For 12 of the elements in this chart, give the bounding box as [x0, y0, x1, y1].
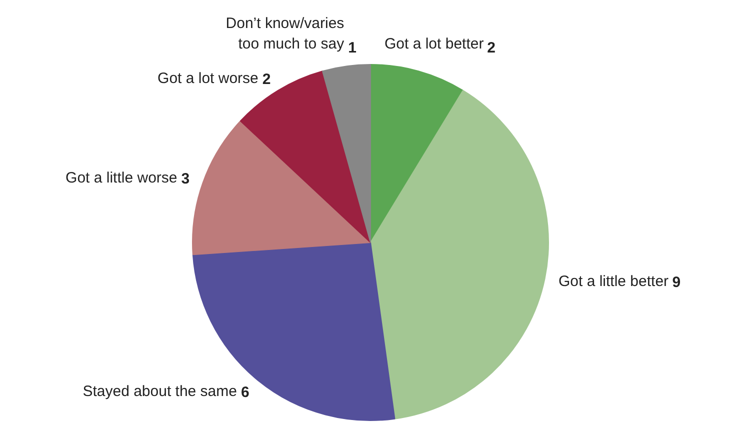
data-label: 3	[181, 170, 190, 188]
slice-label: Got a little better	[558, 273, 669, 290]
data-label: 1	[348, 40, 357, 56]
slice-label: Stayed about the same	[82, 382, 237, 400]
data-label: 2	[262, 70, 271, 88]
slice-label: Got a little worse	[66, 170, 178, 187]
slice-label: Got a lot worse	[158, 70, 258, 87]
slice-label: Got a lot better	[384, 36, 484, 52]
slice-label: Don’t know/varies too much to say	[226, 15, 345, 52]
data-label: 9	[672, 274, 681, 292]
data-label: 6	[240, 384, 250, 401]
data-label: 2	[487, 40, 496, 56]
